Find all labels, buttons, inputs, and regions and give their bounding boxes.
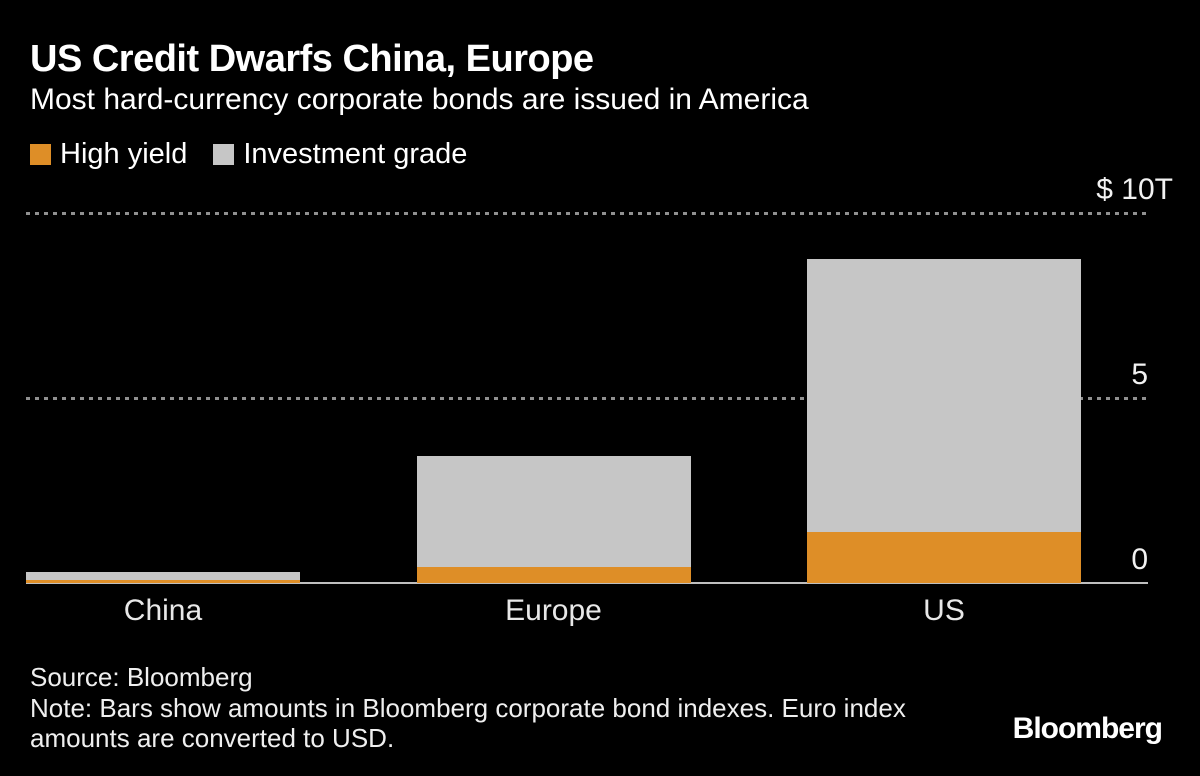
investment-grade-swatch-icon <box>213 144 235 165</box>
y-tick-label-5: 5 <box>1131 358 1148 391</box>
note-line: amounts are converted to USD. <box>30 723 395 753</box>
bar-europe-high-yield <box>416 567 691 583</box>
bar-china-investment-grade <box>26 572 300 580</box>
legend: High yield Investment grade <box>30 138 467 171</box>
legend-item-investment-grade: Investment grade <box>213 138 467 171</box>
high-yield-swatch-icon <box>30 144 51 165</box>
bar-us-high-yield <box>807 531 1081 583</box>
legend-label-high-yield: High yield <box>60 138 188 170</box>
category-label-china: China <box>123 594 203 627</box>
bar-europe-investment-grade <box>416 456 691 568</box>
x-axis-line <box>26 582 1148 584</box>
note-line: Note: Bars show amounts in Bloomberg cor… <box>30 693 906 723</box>
source-line: Source: Bloomberg <box>30 662 253 692</box>
y-tick-label-0: 0 <box>1131 543 1148 576</box>
bar-china-high-yield <box>26 579 300 583</box>
note-text: Note: Bars show amounts in Bloomberg cor… <box>30 693 906 753</box>
gridline-10 <box>26 212 1148 215</box>
legend-label-investment-grade: Investment grade <box>243 138 468 170</box>
bar-us-investment-grade <box>807 258 1081 532</box>
legend-item-high-yield: High yield <box>30 138 187 171</box>
bloomberg-logo: Bloomberg <box>1012 712 1163 745</box>
chart-subtitle: Most hard-currency corporate bonds are i… <box>30 83 809 116</box>
y-tick-label-10: $ 10T <box>1096 173 1173 206</box>
chart-title: US Credit Dwarfs China, Europe <box>30 38 594 80</box>
gridline-5 <box>26 397 1148 400</box>
category-label-europe: Europe <box>505 594 602 627</box>
category-label-us: US <box>923 594 965 627</box>
